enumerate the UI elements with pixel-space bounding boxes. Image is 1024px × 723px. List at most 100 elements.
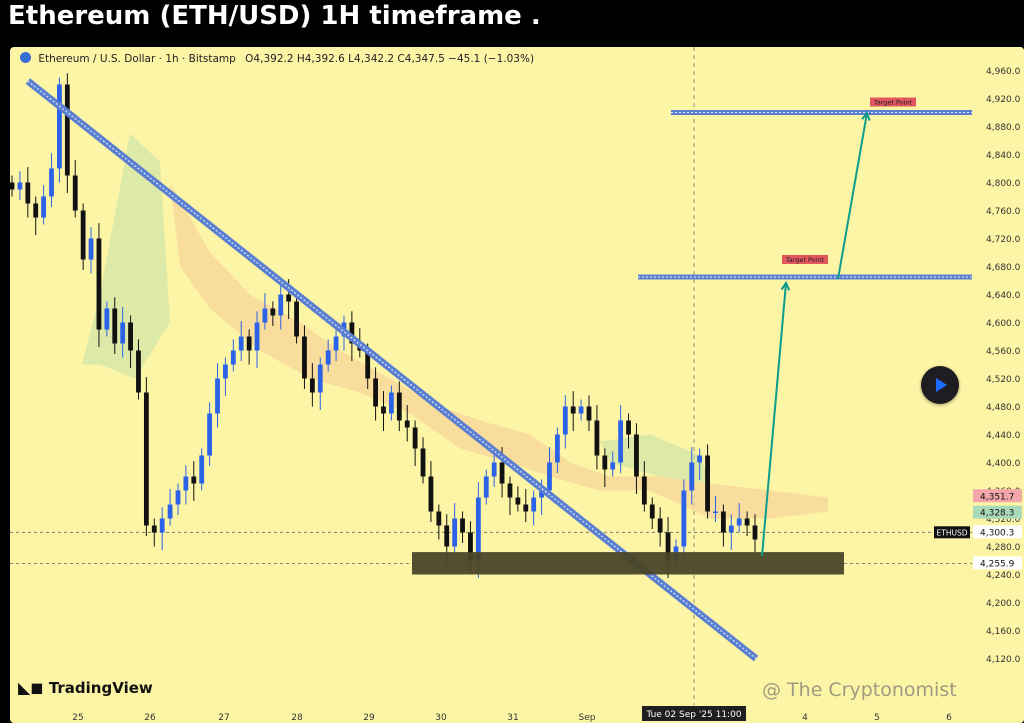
candle [649,497,655,529]
y-tick-label: 4,280.0 [986,543,1021,553]
x-tick-label: 6 [946,713,952,723]
play-icon[interactable] [921,366,959,404]
support-zone-layer [412,552,844,575]
candle [143,377,149,536]
candle [744,511,750,536]
targets-layer: Target Point Target Point [638,97,974,557]
candle [515,486,521,512]
price-label-text: 4,351.7 [980,492,1014,502]
candle [547,447,552,498]
candle [396,381,402,431]
candle [373,367,378,421]
candle [720,504,726,547]
candle [752,514,758,554]
candle [191,461,197,501]
candle [689,447,695,505]
y-tick-label: 4,960.0 [986,67,1021,77]
candle [460,511,465,543]
candle [10,175,15,197]
symbol-header: Ethereum / U.S. Dollar · 1h · Bitstamp O… [20,52,534,65]
cloud-green-2 [600,434,710,484]
candle [523,489,529,522]
candle [420,437,426,484]
candle [41,185,47,225]
chart-panel[interactable]: Target Point Target Point 4,960.0 4,920.0 4… [10,47,1024,723]
price-axis [972,47,1024,723]
y-tick-label: 4,200.0 [986,599,1021,609]
candle [33,196,39,235]
target-label-text: Target Point [873,99,913,107]
candle [167,489,173,526]
candle [223,357,228,396]
crosshair-date-label: Tue 02 Sep '25 11:00 [645,710,741,720]
candle [254,311,260,368]
y-tick-label: 4,720.0 [986,235,1021,245]
x-tick-label: 27 [218,713,229,723]
candle [404,405,410,442]
y-tick-label: 4,840.0 [986,151,1021,161]
candles-layer [10,73,758,578]
target-line-lower [638,274,974,280]
candle [389,385,394,421]
candle [705,444,710,519]
candle [634,423,639,494]
candle [120,307,126,358]
candle [412,420,418,466]
price-label: 4,351.7 [973,489,1022,503]
symbol-name[interactable]: Ethereum / U.S. Dollar · 1h · Bitstamp [38,53,236,65]
candle [112,297,118,354]
price-label-text: 4,300.3 [980,528,1014,538]
candle [507,476,513,515]
tradingview-mark-icon: ◣◼ [18,678,44,697]
y-tick-label: 4,320.0 [986,515,1021,525]
candle [586,395,592,431]
candle [64,73,70,193]
candle [262,293,268,330]
tradingview-logo[interactable]: ◣◼ TradingView [18,678,153,697]
arrow-to-target-2 [837,110,871,280]
candle [618,405,624,473]
candle [728,514,734,550]
x-tick-label: Sep [579,713,596,723]
x-tick-label: 30 [435,713,447,723]
candle [72,160,78,218]
candle [57,77,62,183]
candle [483,469,489,505]
watermark: @ The Cryptonomist [762,679,957,701]
target-label-text: Target Point [785,256,825,264]
cloud-orange [170,182,828,519]
y-tick-label: 4,800.0 [986,179,1021,189]
y-tick-label: 4,600.0 [986,319,1021,329]
candle [17,171,23,200]
price-label: 4,300.3 [973,525,1022,539]
candle [88,227,94,274]
x-tick-label: 28 [291,713,303,723]
candle [681,479,687,557]
candle [381,391,386,431]
candle [736,503,742,533]
candle [713,496,718,522]
x-tick-label: 29 [363,713,375,723]
candle [491,451,497,487]
price-label-text: 4,255.9 [980,559,1015,569]
y-tick-label: 4,480.0 [986,403,1021,413]
y-tick-label: 4,760.0 [986,207,1021,217]
candle [436,504,442,540]
candle [657,507,663,547]
target-label-upper: Target Point [870,97,916,107]
candle [302,325,307,389]
candle [531,490,537,526]
x-tick-label: 25 [72,713,83,723]
y-tick-label: 4,560.0 [986,347,1021,357]
candle [80,203,86,270]
candle [199,448,205,491]
candle [238,321,244,361]
candle [49,153,54,207]
ethereum-logo-icon [20,52,31,63]
cloud-green [82,133,170,379]
candle [626,413,631,449]
y-tick-label: 4,160.0 [986,627,1021,637]
candle [562,395,568,449]
last-symbol-tag [934,526,970,539]
